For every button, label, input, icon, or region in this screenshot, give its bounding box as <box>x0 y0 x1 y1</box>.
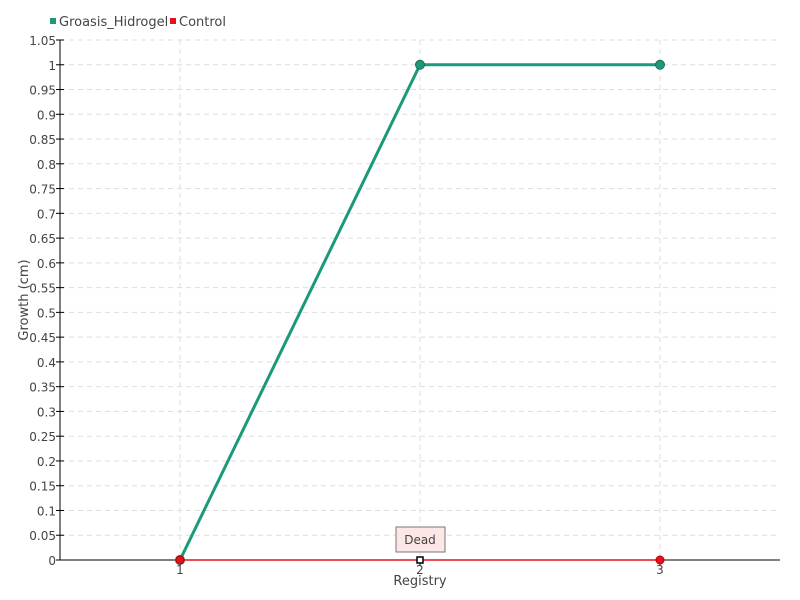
y-tick-label: 0.5 <box>37 306 56 320</box>
legend-swatch-control <box>170 18 176 24</box>
x-tick-label: 3 <box>656 563 664 577</box>
legend-label-control[interactable]: Control <box>179 15 226 30</box>
y-tick-label: 0.9 <box>37 108 56 122</box>
y-tick-label: 1.05 <box>29 34 56 48</box>
tooltip-text: Dead <box>404 533 436 547</box>
legend-label-groasis[interactable]: Groasis_Hidrogel <box>59 15 168 30</box>
y-tick-label: 0.2 <box>37 455 56 469</box>
x-tick-label: 2 <box>416 563 424 577</box>
y-tick-label: 0.75 <box>29 183 56 197</box>
x-tick-label: 1 <box>176 563 184 577</box>
axes: 0 0.05 0.1 0.15 0.2 0.25 0.3 0.35 0.4 0.45 0.5 0.55… <box>29 34 780 577</box>
y-tick-label: 0.35 <box>29 381 56 395</box>
legend: Groasis_Hidrogel Control <box>50 15 226 30</box>
data-point-groasis_hidrogel <box>655 59 665 70</box>
y-axis-label: Growth (cm) <box>17 259 32 340</box>
data-point-groasis_hidrogel <box>415 59 425 70</box>
y-tick-label: 1 <box>48 59 56 73</box>
series-layer <box>175 59 665 565</box>
tooltip-dead: Dead <box>395 526 446 553</box>
y-tick-label: 0.05 <box>29 529 56 543</box>
y-tick-label: 0.65 <box>29 232 56 246</box>
y-tick-label: 0.3 <box>37 405 56 419</box>
y-tick-label: 0.1 <box>37 504 56 518</box>
y-tick-label: 0 <box>48 554 56 568</box>
y-tick-label: 0.25 <box>29 430 56 444</box>
data-point-control <box>175 555 185 565</box>
y-tick-label: 0.85 <box>29 133 56 147</box>
y-tick-label: 0.6 <box>37 257 56 271</box>
y-tick-label: 0.4 <box>37 356 56 370</box>
y-tick-label: 0.8 <box>37 158 56 172</box>
y-tick-label: 0.95 <box>29 84 56 98</box>
y-tick-label: 0.7 <box>37 207 56 221</box>
y-tick-label: 0.45 <box>29 331 56 345</box>
legend-swatch-groasis <box>50 18 56 24</box>
y-tick-label: 0.55 <box>29 282 56 296</box>
grid <box>60 39 780 560</box>
x-axis-label: Registry <box>393 574 447 589</box>
data-point-control <box>655 555 665 565</box>
data-point-dead <box>416 556 424 564</box>
y-tick-label: 0.15 <box>29 480 56 494</box>
